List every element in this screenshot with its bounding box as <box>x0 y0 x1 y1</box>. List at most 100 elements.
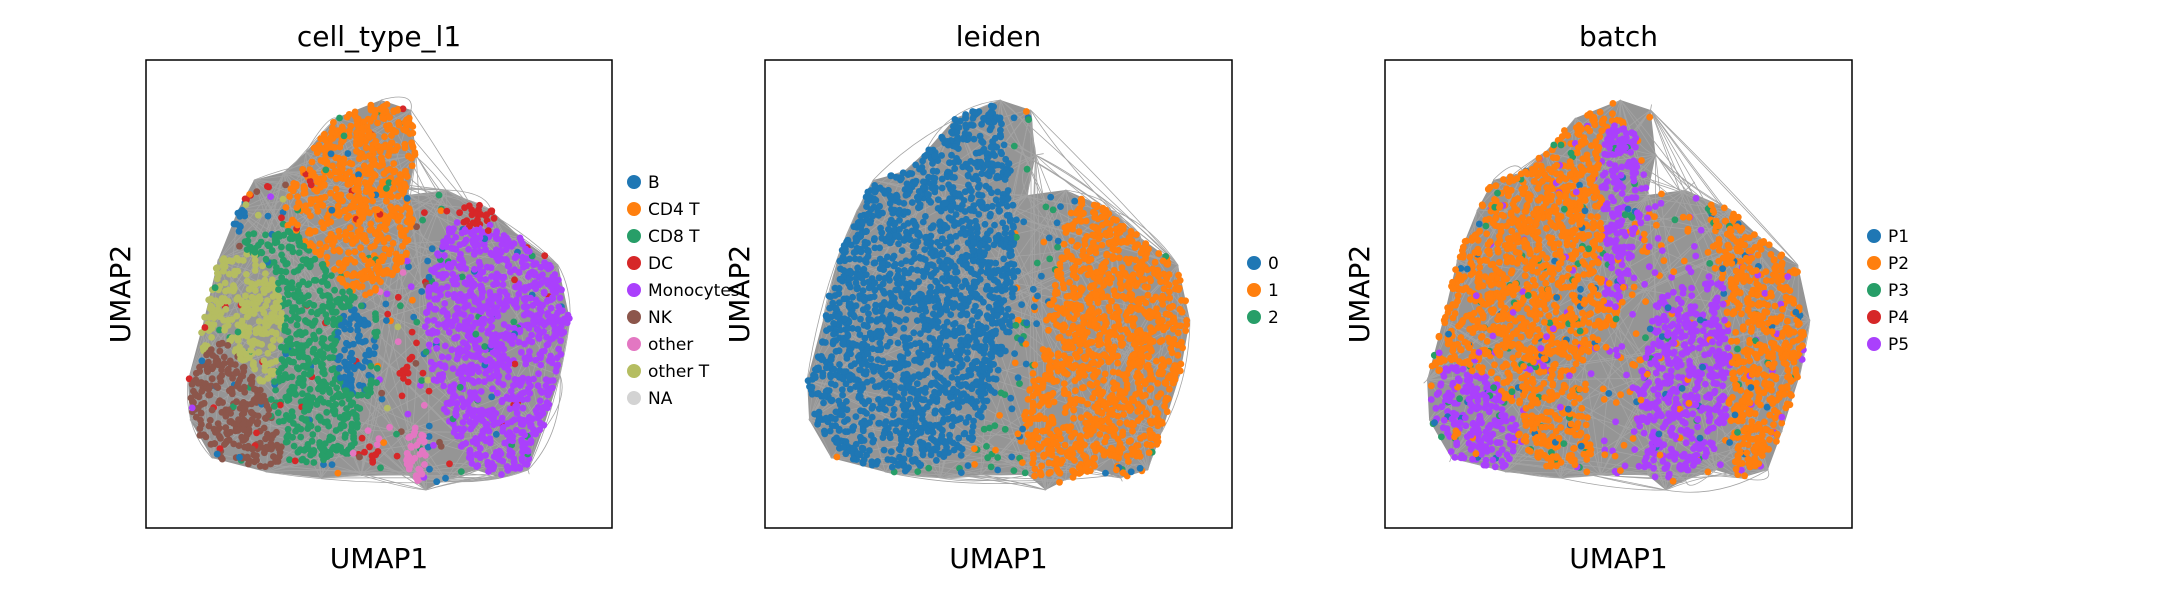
graph-edge <box>407 189 447 197</box>
scatter-point <box>438 353 446 361</box>
scatter-point <box>352 412 360 420</box>
scatter-point <box>450 291 458 298</box>
scatter-point <box>1146 398 1154 406</box>
scatter-point <box>437 207 445 215</box>
scatter-point <box>346 127 353 135</box>
scatter-point <box>1029 285 1037 293</box>
scatter-point <box>328 461 336 468</box>
scatter-point <box>228 334 236 342</box>
scatter-point <box>519 418 527 426</box>
scatter-point <box>275 453 283 461</box>
scatter-point <box>218 455 226 463</box>
scatter-point <box>413 339 420 347</box>
scatter-point <box>297 263 305 270</box>
scatter-point <box>1056 478 1063 486</box>
scatter-point <box>334 469 342 477</box>
scatter-point <box>303 318 310 326</box>
scatter-point <box>434 250 441 258</box>
scatter-point <box>390 160 398 168</box>
scatter-point <box>201 313 209 321</box>
scatter-point <box>351 248 359 256</box>
scatter-point <box>543 341 551 349</box>
graph-edge <box>527 469 530 475</box>
scatter-point <box>253 429 260 437</box>
scatter-point <box>1008 405 1016 413</box>
scatter-point <box>1146 386 1154 393</box>
scatter-point <box>483 420 491 428</box>
scatter-point <box>208 304 216 311</box>
scatter-point <box>470 379 478 386</box>
scatter-point <box>279 195 287 203</box>
scatter-point <box>453 219 461 226</box>
scatter-point <box>221 326 229 334</box>
scatter-point <box>343 176 351 183</box>
scatter-point <box>520 295 528 302</box>
scatter-point <box>242 292 249 300</box>
scatter-point <box>198 357 206 365</box>
scatter-point <box>355 316 363 324</box>
scatter-point <box>261 276 269 284</box>
scatter-point <box>971 445 978 453</box>
scatter-point <box>521 340 528 348</box>
scatter-point <box>462 265 469 272</box>
scatter-point <box>315 327 323 335</box>
scatter-point <box>241 238 249 246</box>
scatter-point <box>513 304 521 311</box>
scatter-point <box>959 163 967 171</box>
scatter-point <box>440 382 448 390</box>
scatter-point <box>1178 297 1185 304</box>
scatter-point <box>252 261 259 269</box>
scatter-point <box>478 321 486 328</box>
scatter-point <box>399 269 407 276</box>
scatter-point <box>319 387 326 395</box>
scatter-point <box>418 288 426 295</box>
scatter-point <box>348 349 355 357</box>
scatter-point <box>981 220 989 228</box>
scatter-point <box>906 395 914 403</box>
scatter-point <box>350 435 357 443</box>
scatter-point <box>330 321 337 329</box>
scatter-point <box>1092 249 1100 257</box>
scatter-point <box>370 170 378 178</box>
scatter-point <box>456 383 464 391</box>
scatter-point <box>282 181 289 189</box>
scatter-point <box>356 155 363 163</box>
scatter-point <box>498 241 506 249</box>
scatter-point <box>318 452 326 459</box>
scatter-point <box>328 128 335 136</box>
scatter-point <box>211 284 219 292</box>
scatter-point <box>320 158 327 166</box>
scatter-point <box>205 358 212 366</box>
graph-edge <box>527 319 571 471</box>
scatter-point <box>546 261 553 269</box>
scatter-point <box>427 358 435 366</box>
scatter-point <box>198 388 206 395</box>
scatter-point <box>1079 384 1086 392</box>
scatter-point <box>890 326 898 334</box>
legend-label: NK <box>648 308 673 328</box>
scatter-point <box>342 387 350 395</box>
scatter-point <box>224 342 232 349</box>
scatter-point <box>498 398 506 406</box>
scatter-point <box>523 460 531 468</box>
scatter-point <box>336 143 344 151</box>
scatter-point <box>340 132 348 140</box>
scatter-point <box>423 309 430 317</box>
scatter-point <box>381 221 389 229</box>
scatter-point <box>427 284 435 292</box>
scatter-point <box>1033 389 1040 397</box>
scatter-point <box>1099 325 1107 332</box>
scatter-point <box>997 389 1005 397</box>
scatter-point <box>245 329 253 336</box>
scatter-point <box>540 321 548 329</box>
scatter-point <box>234 328 242 336</box>
graph-edge <box>283 171 362 476</box>
scatter-point <box>243 246 251 253</box>
scatter-point <box>274 230 282 238</box>
scatter-point <box>409 123 417 130</box>
scatter-point <box>920 178 927 186</box>
scatter-point <box>496 354 503 362</box>
scatter-point <box>281 327 289 334</box>
scatter-point <box>226 357 234 365</box>
